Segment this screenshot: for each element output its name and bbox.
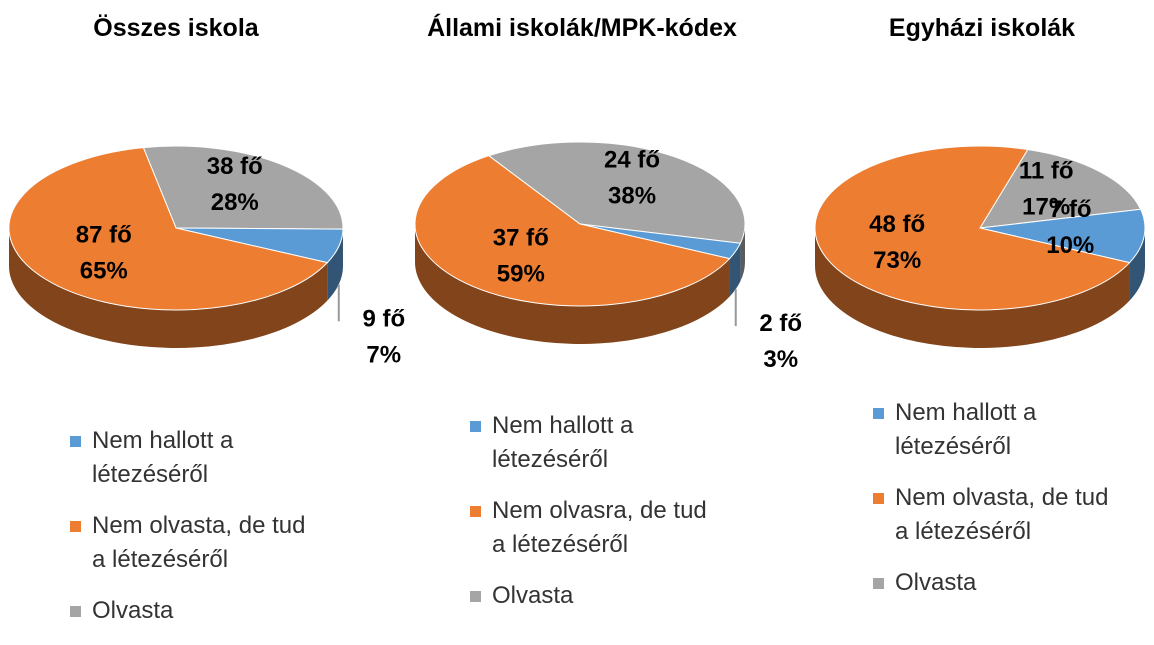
data-label: 48 fő <box>869 211 925 238</box>
legend-label: Nem olvasta, de tud a létezéséről <box>895 481 1113 549</box>
data-label: 38% <box>608 183 656 210</box>
data-label: 7% <box>366 341 401 368</box>
legend-label: Olvasta <box>895 566 1113 600</box>
legend-label: Nem hallott a létezéséről <box>92 424 310 492</box>
page: 38 fő 28% 9 fő 7% 87 fő 65% 24 fő 38% 2 fő 3% 37 f… <box>0 0 1154 623</box>
legend-swatch <box>873 578 884 589</box>
data-label: 9 fő <box>362 305 405 332</box>
legend-swatch <box>470 421 481 432</box>
data-label: 65% <box>80 257 128 284</box>
legend: Nem hallott a létezéséről Nem olvasta, de… <box>873 396 1113 617</box>
legend-label: Nem olvasra, de tud a létezéséről <box>492 494 710 562</box>
legend-entry: Olvasta <box>470 579 710 613</box>
legend-entry: Olvasta <box>873 566 1113 600</box>
legend-swatch <box>470 506 481 517</box>
legend-swatch <box>873 408 884 419</box>
legend-swatch <box>70 606 81 617</box>
legend-label: Nem hallott a létezéséről <box>895 396 1113 464</box>
legend-swatch <box>70 436 81 447</box>
legend-swatch <box>873 493 884 504</box>
chart-title: Állami iskolák/MPK-kódex <box>392 14 772 43</box>
data-label: 38 fő <box>207 153 263 180</box>
legend-entry: Nem hallott a létezéséről <box>70 424 310 492</box>
legend-label: Nem hallott a létezéséről <box>492 409 710 477</box>
data-label: 10% <box>1046 232 1094 259</box>
legend-entry: Nem olvasta, de tud a létezéséről <box>873 481 1113 549</box>
chart-title: Összes iskola <box>0 14 366 43</box>
legend-label: Olvasta <box>492 579 710 613</box>
data-label: 37 fő <box>493 224 549 251</box>
data-label: 28% <box>211 189 259 216</box>
chart-title: Egyházi iskolák <box>792 14 1154 43</box>
legend-entry: Nem olvasra, de tud a létezéséről <box>470 494 710 562</box>
data-label: 73% <box>873 247 921 274</box>
data-label: 87 fő <box>76 221 132 248</box>
legend-entry: Nem hallott a létezéséről <box>873 396 1113 464</box>
legend-swatch <box>70 521 81 532</box>
data-label: 3% <box>763 346 798 373</box>
legend: Nem hallott a létezéséről Nem olvasta, de… <box>70 424 310 645</box>
legend-entry: Nem olvasta, de tud a létezéséről <box>70 509 310 577</box>
data-label: 7 fő <box>1049 196 1092 223</box>
legend: Nem hallott a létezéséről Nem olvasra, de… <box>470 409 710 630</box>
data-label: 2 fő <box>759 310 802 337</box>
legend-label: Nem olvasta, de tud a létezéséről <box>92 509 310 577</box>
legend-entry: Nem hallott a létezéséről <box>470 409 710 477</box>
data-label: 59% <box>497 260 545 287</box>
data-label: 11 fő <box>1019 157 1074 184</box>
data-label: 24 fő <box>604 147 660 174</box>
legend-swatch <box>470 591 481 602</box>
